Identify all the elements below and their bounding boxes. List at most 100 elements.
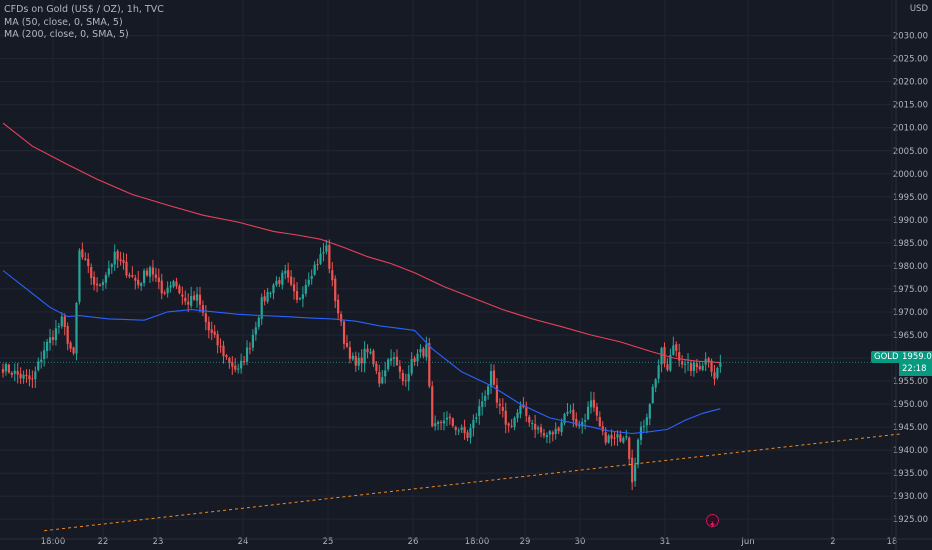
candle-body (40, 359, 43, 362)
candle-body (298, 298, 302, 300)
price-tick-label: 1970.00 (893, 308, 928, 318)
candle-body (307, 279, 310, 285)
ma50-legend[interactable]: MA (50, close, 0, SMA, 5) (4, 16, 123, 28)
candle-body (572, 409, 575, 421)
candle-body (210, 329, 213, 333)
candle-body (407, 373, 410, 382)
candle-body (107, 268, 110, 275)
candle-body (481, 401, 484, 407)
candle-body (81, 249, 84, 258)
symbol-title[interactable]: CFDs on Gold (US$ / OZ), 1h, TVC (4, 4, 164, 15)
candle-body (551, 432, 554, 435)
candle-body (48, 337, 52, 343)
candle-body (428, 343, 431, 387)
time-tick-label: 23 (153, 537, 164, 547)
candle-body (713, 372, 716, 379)
last-price-value: 1959.08 (902, 352, 932, 362)
candle-body (607, 435, 610, 443)
candle-body (425, 344, 428, 358)
time-tick-label: 30 (575, 537, 586, 547)
price-tick-label: 1950.00 (893, 400, 928, 410)
candle-body (228, 357, 231, 364)
candle-body (122, 260, 125, 263)
candle-body (678, 352, 681, 361)
candle-body (16, 370, 19, 375)
candle-body (375, 363, 378, 371)
price-tick-label: 2030.00 (893, 32, 928, 42)
candle-body (669, 354, 672, 371)
candle-body (548, 431, 551, 435)
candle-body (363, 348, 366, 364)
candle-body (69, 342, 72, 349)
economic-event-icon[interactable] (706, 514, 719, 529)
candle-body (628, 437, 631, 460)
candle-body (348, 347, 352, 359)
candle-body (187, 301, 190, 305)
candle-body (290, 276, 293, 285)
candle-body (719, 362, 722, 367)
candle-body (654, 379, 657, 388)
time-tick-label: Jun (740, 537, 754, 547)
price-tick-label: 2010.00 (893, 124, 928, 134)
candle-body (325, 245, 328, 252)
candle-body (695, 363, 698, 368)
candle-body (501, 407, 504, 411)
price-tick-label: 1955.00 (893, 377, 928, 387)
lightning-icon (710, 520, 715, 529)
candle-body (154, 274, 157, 278)
candle-body (472, 419, 475, 429)
candle-body (304, 284, 307, 294)
candle-body (707, 358, 710, 362)
candle-body (145, 270, 149, 276)
price-axis-unit: USD (910, 4, 929, 14)
candle-body (78, 250, 81, 302)
candle-body (331, 270, 334, 281)
time-tick-label: 26 (408, 537, 419, 547)
candle-body (710, 360, 713, 372)
candle-body (422, 348, 425, 357)
candle-body (563, 413, 566, 424)
candle-body (163, 292, 166, 294)
candle-body (460, 427, 463, 431)
candle-body (51, 337, 55, 340)
price-tick-label: 1935.00 (893, 469, 928, 479)
candle-body (242, 361, 246, 363)
candle-body (622, 438, 625, 443)
candle-body (245, 347, 249, 362)
price-tick-label: 2025.00 (893, 55, 928, 65)
candle-body (419, 349, 422, 353)
candle-body (46, 341, 49, 351)
ma200-legend[interactable]: MA (200, close, 0, SMA, 5) (4, 29, 129, 40)
candle-body (698, 366, 701, 370)
time-tick-label: 22 (98, 537, 109, 547)
candle-body (148, 267, 152, 277)
candle-body (557, 427, 560, 432)
candle-body (701, 365, 704, 370)
candle-body (519, 405, 522, 414)
candle-body (22, 374, 25, 379)
candle-body (610, 434, 613, 439)
candle-body (451, 418, 454, 426)
candle-body (634, 464, 637, 482)
candle-body (492, 370, 496, 385)
candle-body (478, 406, 481, 417)
candle-body (513, 417, 516, 427)
candle-body (198, 294, 202, 305)
candle-body (101, 282, 105, 286)
candle-body (337, 299, 340, 314)
candle-body (281, 272, 284, 285)
candle-body (384, 370, 387, 377)
candle-body (216, 334, 219, 346)
candle-body (54, 328, 58, 341)
candle-body (151, 267, 155, 275)
candle-body (560, 422, 563, 433)
candle-body (531, 423, 534, 425)
candle-body (401, 372, 404, 382)
candle-body (416, 353, 419, 362)
candle-body (392, 357, 396, 359)
candle-body (204, 313, 207, 323)
candle-body (351, 355, 354, 360)
candle-body (554, 428, 557, 434)
